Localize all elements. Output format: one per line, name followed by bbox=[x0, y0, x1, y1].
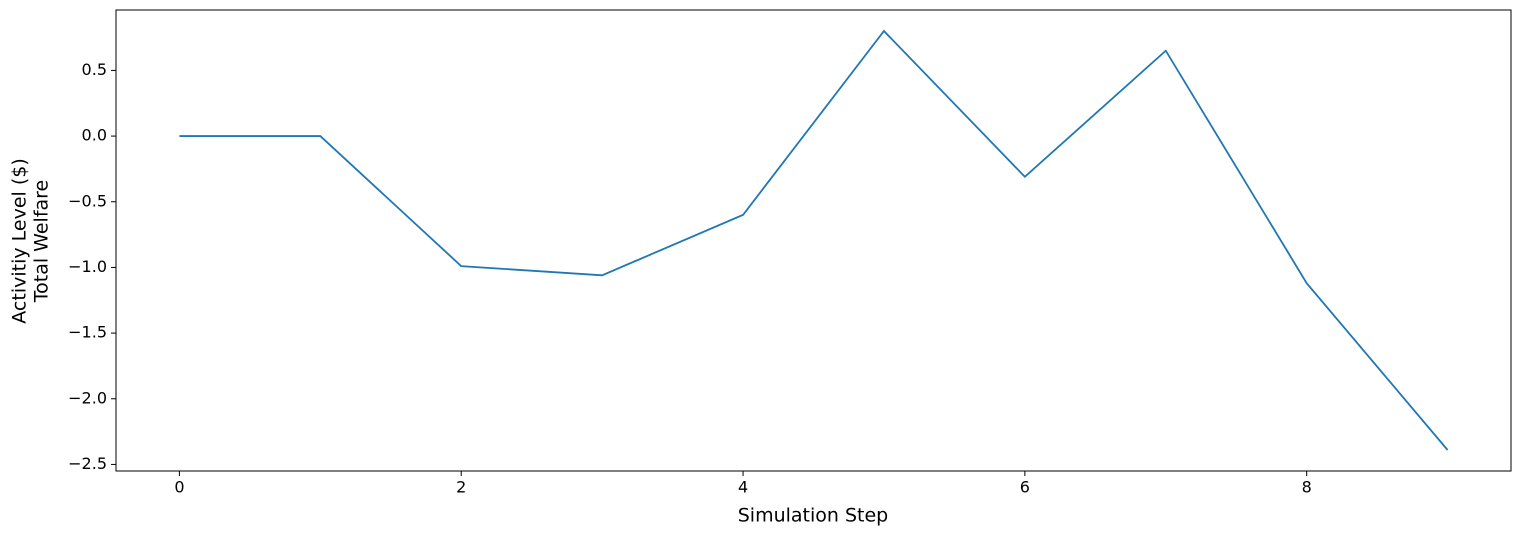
y-axis-label: Total Welfare bbox=[31, 180, 53, 303]
x-tick-label: 6 bbox=[1020, 478, 1030, 497]
y-tick-label: −2.0 bbox=[68, 388, 107, 407]
plot-frame bbox=[115, 9, 1512, 472]
y-tick-label: −2.5 bbox=[68, 454, 107, 473]
line-series bbox=[179, 29, 1449, 451]
y-axis-label: Activitiy Level ($) bbox=[9, 158, 31, 323]
x-tick-label: 8 bbox=[1302, 478, 1312, 497]
y-tick-label: 0.5 bbox=[82, 60, 107, 79]
x-axis-label: Simulation Step bbox=[738, 505, 889, 527]
y-tick-label: −1.5 bbox=[68, 323, 107, 342]
y-tick-label: −1.0 bbox=[68, 257, 107, 276]
y-tick-label: 0.0 bbox=[82, 126, 107, 145]
y-tick-label: −0.5 bbox=[68, 191, 107, 210]
x-tick-label: 4 bbox=[738, 478, 748, 497]
x-tick-label: 2 bbox=[456, 478, 466, 497]
x-tick-label: 0 bbox=[174, 478, 184, 497]
